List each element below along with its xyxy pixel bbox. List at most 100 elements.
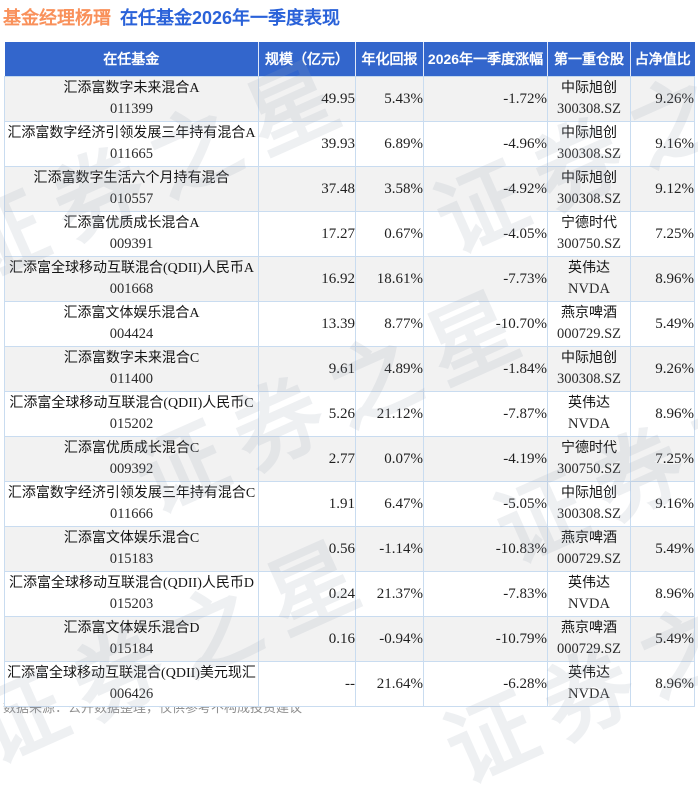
q1-2026-change: -4.05% xyxy=(423,211,548,257)
fund-code: 015203 xyxy=(109,596,154,612)
annualized-return: 21.64% xyxy=(355,661,424,707)
holding-weight: 9.16% xyxy=(630,121,695,167)
top-holding-name: 燕京啤酒 xyxy=(561,621,617,636)
fund-scale: 0.56 xyxy=(258,526,356,572)
table-row: 汇添富全球移动互联混合(QDII)人民币C 015202 5.26 21.12% -7.… xyxy=(4,391,695,437)
q1-2026-change: -5.05% xyxy=(423,481,548,527)
fund-scale: 13.39 xyxy=(258,301,356,347)
table-row: 汇添富文体娱乐混合A 004424 13.39 8.77% -10.70% 燕京啤酒 000… xyxy=(4,301,695,347)
annualized-return: 5.43% xyxy=(355,76,424,122)
fund-code: 011400 xyxy=(110,371,153,387)
holding-weight: 5.49% xyxy=(630,301,695,347)
column-header-1: 规模（亿元） xyxy=(258,42,356,77)
top-holding-cell: 燕京啤酒 000729.SZ xyxy=(547,301,631,347)
top-holding-cell: 宁德时代 300750.SZ xyxy=(547,436,631,482)
top-holding-ticker: NVDA xyxy=(568,686,610,702)
top-holding-ticker: 000729.SZ xyxy=(556,551,622,567)
fund-name-cell: 汇添富优质成长混合A 009391 xyxy=(4,211,259,257)
fund-scale: 2.77 xyxy=(258,436,356,482)
fund-code: 015202 xyxy=(109,416,154,432)
fund-name: 汇添富数字未来混合C xyxy=(63,351,200,366)
column-header-2: 年化回报 xyxy=(355,42,424,77)
top-holding-cell: 英伟达 NVDA xyxy=(547,391,631,437)
top-holding-cell: 中际旭创 300308.SZ xyxy=(547,166,631,212)
fund-name: 汇添富数字未来混合A xyxy=(63,81,200,96)
annualized-return: -1.14% xyxy=(355,526,424,572)
holding-weight: 9.16% xyxy=(630,481,695,527)
fund-scale: 0.24 xyxy=(258,571,356,617)
fund-code: 011399 xyxy=(110,101,153,117)
table-row: 汇添富数字生活六个月持有混合 010557 37.48 3.58% -4.92% 中际旭创… xyxy=(4,166,695,212)
fund-name-cell: 汇添富数字生活六个月持有混合 010557 xyxy=(4,166,259,212)
top-holding-ticker: 300308.SZ xyxy=(556,191,622,207)
annualized-return: -0.94% xyxy=(355,616,424,662)
top-holding-cell: 英伟达 NVDA xyxy=(547,661,631,707)
table-row: 汇添富优质成长混合C 009392 2.77 0.07% -4.19% 宁德时代 30075… xyxy=(4,436,695,482)
top-holding-ticker: NVDA xyxy=(568,281,610,297)
table-row: 汇添富文体娱乐混合C 015183 0.56 -1.14% -10.83% 燕京啤酒 000… xyxy=(4,526,695,572)
holding-weight: 5.49% xyxy=(630,526,695,572)
table-row: 汇添富优质成长混合A 009391 17.27 0.67% -4.05% 宁德时代 3007… xyxy=(4,211,695,257)
annualized-return: 0.07% xyxy=(355,436,424,482)
fund-scale: 39.93 xyxy=(258,121,356,167)
q1-2026-change: -4.19% xyxy=(423,436,548,482)
fund-name-cell: 汇添富数字经济引领发展三年持有混合C 011666 xyxy=(4,481,259,527)
fund-name: 汇添富数字生活六个月持有混合 xyxy=(33,171,230,186)
fund-scale: 37.48 xyxy=(258,166,356,212)
fund-code: 001668 xyxy=(109,281,154,297)
annualized-return: 6.47% xyxy=(355,481,424,527)
annualized-return: 21.12% xyxy=(355,391,424,437)
q1-2026-change: -1.72% xyxy=(423,76,548,122)
fund-name: 汇添富全球移动互联混合(QDII)人民币A xyxy=(9,261,254,276)
fund-code: 011665 xyxy=(110,146,153,162)
holding-weight: 9.26% xyxy=(630,76,695,122)
top-holding-name: 英伟达 xyxy=(568,396,610,411)
top-holding-name: 英伟达 xyxy=(568,261,610,276)
fund-code: 011666 xyxy=(110,506,153,522)
fund-code: 015183 xyxy=(109,551,154,567)
top-holding-ticker: NVDA xyxy=(568,596,610,612)
table-header: 在任基金 规模（亿元） 年化回报 2026年一季度涨幅 第一重仓股 占净值比 xyxy=(4,42,695,77)
top-holding-cell: 英伟达 NVDA xyxy=(547,571,631,617)
top-holding-cell: 燕京啤酒 000729.SZ xyxy=(547,616,631,662)
top-holding-cell: 英伟达 NVDA xyxy=(547,256,631,302)
top-holding-cell: 中际旭创 300308.SZ xyxy=(547,481,631,527)
holding-weight: 8.96% xyxy=(630,661,695,707)
top-holding-name: 中际旭创 xyxy=(561,126,617,141)
top-holding-name: 英伟达 xyxy=(568,666,610,681)
annualized-return: 4.89% xyxy=(355,346,424,392)
table-body: 汇添富数字未来混合A 011399 49.95 5.43% -1.72% 中际旭创 3003… xyxy=(4,76,695,707)
q1-2026-change: -6.28% xyxy=(423,661,548,707)
annualized-return: 0.67% xyxy=(355,211,424,257)
column-header-4: 第一重仓股 xyxy=(547,42,631,77)
annualized-return: 3.58% xyxy=(355,166,424,212)
top-holding-ticker: 300308.SZ xyxy=(556,101,622,117)
holding-weight: 8.96% xyxy=(630,256,695,302)
q1-2026-change: -10.79% xyxy=(423,616,548,662)
top-holding-ticker: 300750.SZ xyxy=(556,461,622,477)
top-holding-name: 中际旭创 xyxy=(561,81,617,96)
fund-name: 汇添富文体娱乐混合A xyxy=(63,306,200,321)
holding-weight: 9.26% xyxy=(630,346,695,392)
annualized-return: 18.61% xyxy=(355,256,424,302)
top-holding-ticker: 300308.SZ xyxy=(556,506,622,522)
table-row: 汇添富全球移动互联混合(QDII)美元现汇 006426 -- 21.64% -6.28… xyxy=(4,661,695,707)
top-holding-cell: 燕京啤酒 000729.SZ xyxy=(547,526,631,572)
q1-2026-change: -7.83% xyxy=(423,571,548,617)
fund-name: 汇添富文体娱乐混合D xyxy=(63,621,200,636)
top-holding-ticker: 300750.SZ xyxy=(556,236,622,252)
holding-weight: 7.25% xyxy=(630,436,695,482)
fund-code: 006426 xyxy=(109,686,154,702)
fund-name-cell: 汇添富数字未来混合A 011399 xyxy=(4,76,259,122)
q1-2026-change: -4.92% xyxy=(423,166,548,212)
fund-scale: -- xyxy=(258,661,356,707)
fund-name-cell: 汇添富全球移动互联混合(QDII)人民币D 015203 xyxy=(4,571,259,617)
fund-name-cell: 汇添富数字未来混合C 011400 xyxy=(4,346,259,392)
top-holding-cell: 中际旭创 300308.SZ xyxy=(547,121,631,167)
q1-2026-change: -10.70% xyxy=(423,301,548,347)
fund-code: 015184 xyxy=(109,641,154,657)
table-row: 汇添富全球移动互联混合(QDII)人民币A 001668 16.92 18.61% -7… xyxy=(4,256,695,302)
top-holding-ticker: NVDA xyxy=(568,416,610,432)
table-row: 汇添富数字未来混合C 011400 9.61 4.89% -1.84% 中际旭创 30030… xyxy=(4,346,695,392)
table-row: 汇添富文体娱乐混合D 015184 0.16 -0.94% -10.79% 燕京啤酒 000… xyxy=(4,616,695,662)
